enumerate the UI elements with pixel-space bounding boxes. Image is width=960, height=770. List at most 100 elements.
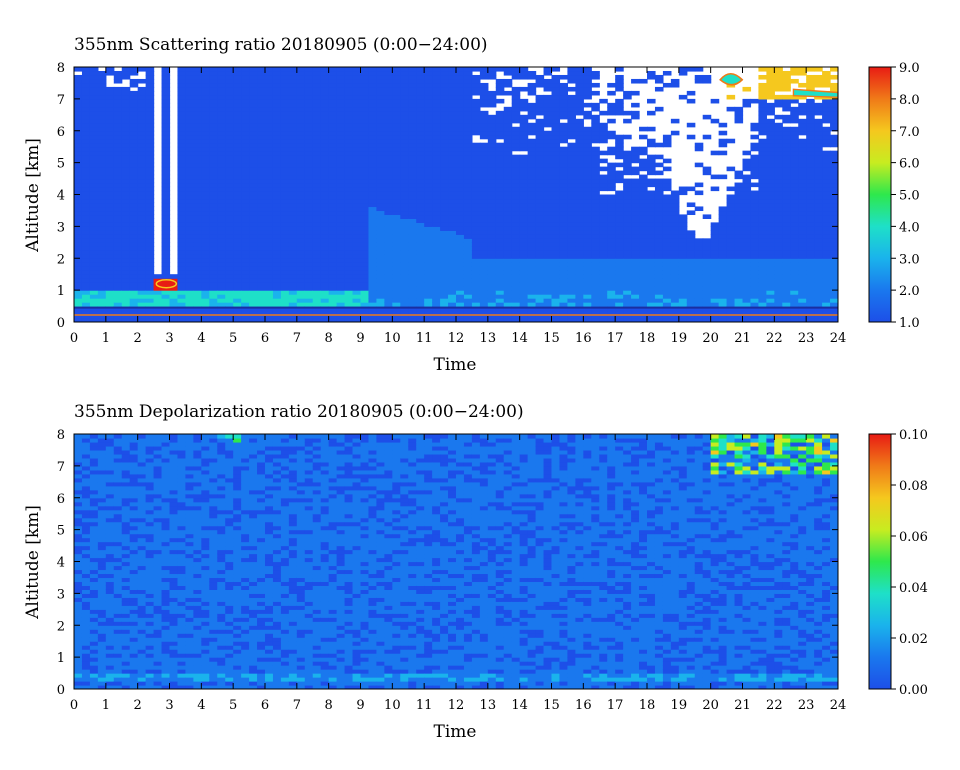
colorbar-tick-label: 7.0 — [899, 125, 920, 140]
y-tick-label: 0 — [57, 316, 65, 331]
x-tick-label: 5 — [229, 331, 237, 346]
y-tick-label: 0 — [57, 683, 65, 698]
x-tick-label: 7 — [293, 698, 301, 713]
depolarization-xlabel: Time — [434, 722, 477, 742]
y-tick-label: 5 — [57, 157, 65, 172]
x-tick-label: 9 — [356, 331, 364, 346]
x-tick-label: 12 — [448, 331, 465, 346]
x-tick-label: 14 — [511, 331, 528, 346]
colorbar-tick-label: 3.0 — [899, 252, 920, 267]
scattering-title: 355nm Scattering ratio 20180905 (0:00−24… — [74, 35, 488, 55]
depolarization-ylabel: Altitude [km] — [23, 505, 43, 620]
x-tick-label: 0 — [70, 331, 78, 346]
x-tick-label: 6 — [261, 331, 269, 346]
x-tick-label: 0 — [70, 698, 78, 713]
x-tick-label: 23 — [798, 698, 815, 713]
scattering-ylabel: Altitude [km] — [23, 138, 43, 253]
x-tick-label: 10 — [384, 331, 401, 346]
colorbar-gradient — [868, 66, 892, 323]
colorbar-tick-label: 5.0 — [899, 189, 920, 204]
x-tick-label: 22 — [766, 331, 783, 346]
y-tick-label: 6 — [57, 492, 65, 507]
x-tick-label: 2 — [134, 698, 142, 713]
scattering-ratio-panel: 355nm Scattering ratio 20180905 (0:00−24… — [23, 35, 920, 375]
x-tick-label: 3 — [165, 698, 173, 713]
colorbar-tick-label: 0.06 — [899, 530, 928, 545]
x-tick-label: 1 — [102, 331, 110, 346]
depolarization-colorbar: 0.00 0.02 0.04 0.06 0.08 0.10 — [868, 428, 928, 698]
scattering-colorbar: 1.0 2.0 3.0 4.0 5.0 6.0 7.0 8.0 9.0 — [868, 61, 920, 331]
x-tick-label: 15 — [543, 331, 560, 346]
y-tick-label: 4 — [57, 556, 65, 571]
x-tick-label: 20 — [702, 331, 719, 346]
x-tick-label: 19 — [671, 698, 688, 713]
y-tick-label: 8 — [57, 61, 65, 76]
x-tick-label: 24 — [830, 331, 847, 346]
colorbar-tick-label: 0.00 — [899, 683, 928, 698]
y-tick-label: 1 — [57, 651, 65, 666]
y-tick-label: 4 — [57, 189, 65, 204]
x-tick-label: 13 — [480, 698, 497, 713]
colorbar-tick-label: 9.0 — [899, 61, 920, 76]
colorbar-gradient — [868, 433, 892, 690]
colorbar-tick-label: 0.02 — [899, 632, 928, 647]
colorbar-tick-label: 0.10 — [899, 428, 928, 443]
heatmap-field — [74, 434, 838, 689]
colorbar-tick-label: 2.0 — [899, 284, 920, 299]
depolarization-plot-area: 0 1 2 3 4 5 6 7 8 9 10 11 12 13 14 15 16 17 18 19 20 21 22 23 24… — [57, 428, 847, 713]
x-tick-label: 18 — [639, 698, 656, 713]
x-tick-label: 17 — [607, 698, 624, 713]
x-tick-label: 19 — [671, 331, 688, 346]
x-tick-label: 20 — [702, 698, 719, 713]
x-tick-label: 5 — [229, 698, 237, 713]
colorbar-tick-label: 4.0 — [899, 220, 920, 235]
depolarization-ratio-panel: 355nm Depolarization ratio 20180905 (0:0… — [23, 402, 928, 742]
x-tick-label: 15 — [543, 698, 560, 713]
x-tick-label: 23 — [798, 331, 815, 346]
x-tick-label: 21 — [734, 698, 751, 713]
scattering-plot-area: 0 1 2 3 4 5 6 7 8 9 10 11 12 13 14 15 16 17 18 19 20 21 22 23 24… — [57, 61, 847, 346]
x-tick-label: 1 — [102, 698, 110, 713]
y-tick-label: 2 — [57, 252, 65, 267]
x-tick-label: 21 — [734, 331, 751, 346]
x-tick-label: 7 — [293, 331, 301, 346]
x-tick-label: 4 — [197, 698, 205, 713]
colorbar-tick-label: 8.0 — [899, 93, 920, 108]
x-tick-label: 16 — [575, 331, 592, 346]
colorbar-tick-label: 6.0 — [899, 157, 920, 172]
y-tick-label: 3 — [57, 587, 65, 602]
y-tick-label: 1 — [57, 284, 65, 299]
colorbar-tick-label: 0.08 — [899, 479, 928, 494]
x-tick-label: 22 — [766, 698, 783, 713]
x-tick-label: 11 — [416, 331, 433, 346]
colorbar-tick-label: 0.04 — [899, 581, 928, 596]
x-tick-label: 17 — [607, 331, 624, 346]
depolarization-title: 355nm Depolarization ratio 20180905 (0:0… — [74, 402, 524, 422]
x-tick-label: 8 — [325, 331, 333, 346]
x-tick-label: 18 — [639, 331, 656, 346]
y-tick-label: 6 — [57, 125, 65, 140]
x-tick-label: 6 — [261, 698, 269, 713]
y-tick-label: 7 — [57, 460, 65, 475]
x-tick-label: 12 — [448, 698, 465, 713]
x-tick-label: 10 — [384, 698, 401, 713]
x-tick-label: 24 — [830, 698, 847, 713]
y-tick-label: 3 — [57, 220, 65, 235]
x-tick-label: 3 — [165, 331, 173, 346]
y-tick-label: 5 — [57, 524, 65, 539]
heatmap-field — [74, 67, 838, 322]
x-tick-label: 14 — [511, 698, 528, 713]
x-tick-label: 2 — [134, 331, 142, 346]
x-tick-label: 4 — [197, 331, 205, 346]
x-tick-label: 16 — [575, 698, 592, 713]
x-tick-label: 13 — [480, 331, 497, 346]
colorbar-tick-label: 1.0 — [899, 316, 920, 331]
y-tick-label: 2 — [57, 619, 65, 634]
x-tick-label: 9 — [356, 698, 364, 713]
y-tick-label: 8 — [57, 428, 65, 443]
y-tick-label: 7 — [57, 93, 65, 108]
scattering-xlabel: Time — [434, 355, 477, 375]
x-tick-label: 8 — [325, 698, 333, 713]
